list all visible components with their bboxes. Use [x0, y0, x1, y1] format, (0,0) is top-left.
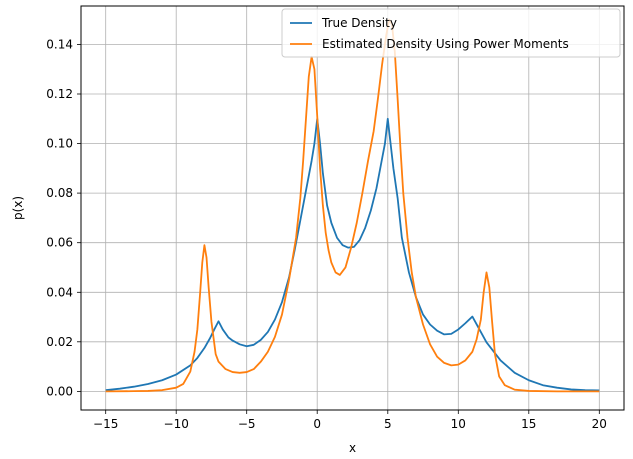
- legend: True Density Estimated Density Using Powe…: [281, 8, 621, 58]
- y-tick-label: 0.14: [46, 37, 73, 51]
- x-tick-label: 5: [384, 417, 392, 431]
- legend-label-1: True Density: [321, 16, 397, 30]
- y-tick-label: 0.08: [46, 186, 73, 200]
- y-tick-label: 0.06: [46, 236, 73, 250]
- y-tick-label: 0.04: [46, 285, 73, 299]
- y-tick-label: 0.02: [46, 335, 73, 349]
- grid: [81, 6, 624, 410]
- series-group: [105, 18, 600, 393]
- series-line-1: [105, 117, 600, 392]
- y-tick-label: 0.10: [46, 137, 73, 151]
- x-tick-label: 10: [451, 417, 466, 431]
- x-tick-label: −15: [93, 417, 118, 431]
- y-axis-label: p(x): [11, 196, 25, 220]
- x-axis: −15 −10 −5 0 5 10 15 20: [93, 410, 607, 431]
- x-tick-label: 0: [313, 417, 321, 431]
- x-tick-label: −10: [164, 417, 189, 431]
- series-line-2: [105, 18, 600, 393]
- y-axis: 0.00 0.02 0.04 0.06 0.08 0.10 0.12 0.14: [46, 37, 81, 398]
- legend-box: [281, 8, 621, 58]
- plot-background: [81, 6, 624, 410]
- legend-label-2: Estimated Density Using Power Moments: [322, 37, 569, 51]
- x-tick-label: 20: [592, 417, 607, 431]
- x-axis-label: x: [349, 441, 356, 455]
- x-tick-label: −5: [238, 417, 256, 431]
- y-tick-label: 0.12: [46, 87, 73, 101]
- y-tick-label: 0.00: [46, 384, 73, 398]
- x-tick-label: 15: [521, 417, 536, 431]
- plot-frame: [80, 5, 625, 411]
